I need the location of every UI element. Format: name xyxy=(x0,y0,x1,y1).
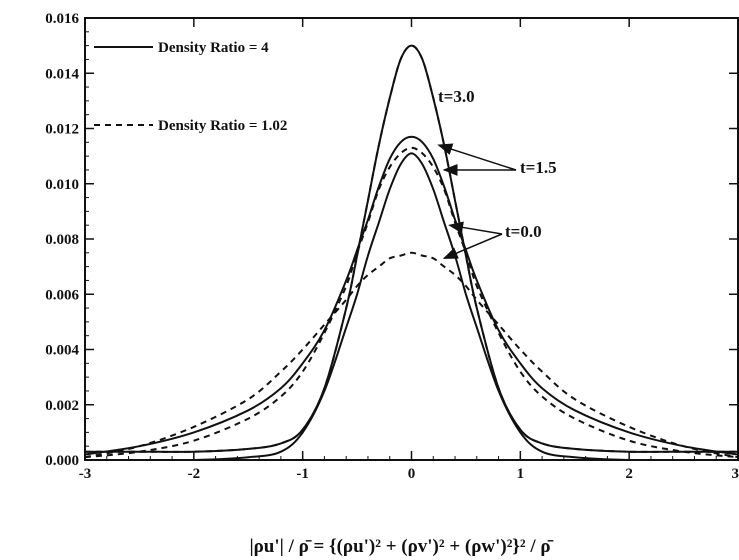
y-tick-label: 0.000 xyxy=(45,453,79,469)
y-tick-label: 0.008 xyxy=(45,232,79,248)
series-line-dashed-30 xyxy=(85,44,738,453)
x-tick-label: -3 xyxy=(79,466,92,482)
series-line-dashed-00 xyxy=(85,251,738,459)
plot-frame xyxy=(84,17,739,461)
x-tick-label: -2 xyxy=(188,466,201,482)
annotation-arrow xyxy=(437,143,517,171)
y-tick-label: 0.004 xyxy=(45,343,79,359)
x-tick-label: -1 xyxy=(296,466,309,482)
x-tick-label: 3 xyxy=(732,466,739,482)
x-tick-label: 2 xyxy=(625,466,633,482)
annotation-arrow xyxy=(442,233,503,260)
ticks-layer: -3 -2 -1 0 1 2 3 0.000 0.002 0.004 0.006 0.008 0.010… xyxy=(45,11,739,482)
legend-label: Density Ratio = 1.02 xyxy=(158,118,287,134)
y-tick-label: 0.002 xyxy=(45,398,79,414)
y-tick-label: 0.016 xyxy=(45,11,79,27)
annotation-label: t=3.0 xyxy=(438,87,475,106)
annotations-layer: t=3.0 t=1.5 t=0.0 xyxy=(437,87,557,260)
y-tick-label: 0.006 xyxy=(45,287,79,303)
y-tick-label: 0.012 xyxy=(45,122,79,138)
legend-label: Density Ratio = 4 xyxy=(158,40,269,56)
series-line-solid-00 xyxy=(85,152,738,460)
annotation-label: t=0.0 xyxy=(505,222,542,241)
x-tick-label: 0 xyxy=(408,466,416,482)
annotation-arrow xyxy=(448,221,503,235)
y-tick-label: 0.014 xyxy=(45,66,79,82)
legend: Density Ratio = 4 Density Ratio = 1.02 xyxy=(94,40,287,134)
series-line-solid-30 xyxy=(85,44,738,453)
series-line-solid-15 xyxy=(85,135,738,456)
x-tick-label: 1 xyxy=(517,466,525,482)
y-tick-label: 0.010 xyxy=(45,177,79,193)
annotation-label: t=1.5 xyxy=(520,158,557,177)
x-axis-label: |ρu'| / ρ̄ = {(ρu')² + (ρv')² + (ρw')²}²… xyxy=(249,536,553,557)
curves-layer xyxy=(85,44,738,460)
series-line-dashed-15 xyxy=(85,146,738,459)
